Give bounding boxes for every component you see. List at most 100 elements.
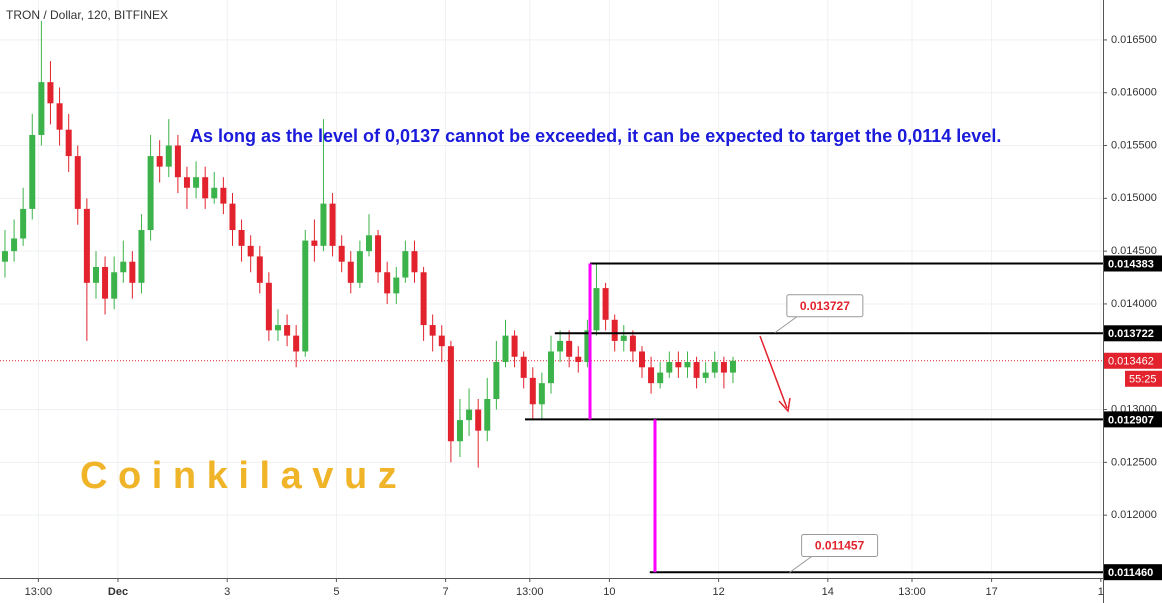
candle-body	[602, 288, 609, 320]
candle-body	[256, 256, 263, 283]
candle-body	[365, 235, 372, 252]
y-tick-label: 0.015000	[1111, 192, 1157, 204]
candle-body	[684, 362, 691, 368]
candle-body	[447, 346, 454, 442]
candle-body	[92, 266, 99, 283]
candle-body	[183, 177, 190, 188]
candle-body	[302, 240, 309, 352]
countdown-label: 55:25	[1129, 374, 1157, 386]
y-tick-label: 0.016500	[1111, 34, 1157, 46]
x-tick-label: 13:00	[898, 586, 926, 598]
candle-body	[520, 356, 527, 378]
x-tick-label: Dec	[108, 586, 128, 598]
candle-body	[648, 367, 655, 384]
candle-body	[502, 335, 509, 363]
candle-body	[347, 261, 354, 283]
candle-body	[284, 325, 291, 336]
candle-body	[420, 272, 427, 326]
candle-body	[675, 362, 682, 368]
candle-body	[729, 360, 736, 373]
candle-body	[20, 208, 27, 239]
candle-body	[666, 362, 673, 373]
candle-body	[56, 103, 63, 130]
candle-body	[165, 145, 172, 167]
x-tick-label: 12	[712, 586, 724, 598]
candle-body	[120, 261, 127, 273]
candle-body	[493, 362, 500, 399]
callout-label: 0.013727	[800, 299, 850, 313]
candle-body	[247, 245, 254, 257]
candle-body	[466, 409, 473, 421]
level-label-box	[1104, 564, 1162, 581]
level-label-box	[1104, 325, 1162, 342]
candle-body	[338, 245, 345, 262]
y-tick-label: 0.015500	[1111, 139, 1157, 151]
callout-pointer	[774, 316, 798, 334]
candle-body	[593, 288, 600, 331]
level-label: 0.011460	[1108, 567, 1153, 579]
candle-body	[111, 272, 118, 299]
x-tick-label: 1	[1098, 586, 1104, 598]
candle-body	[511, 335, 518, 357]
candle-body	[29, 134, 36, 209]
candle-body	[657, 372, 664, 384]
candle-body	[174, 145, 181, 178]
candle-body	[375, 235, 382, 273]
candle-body	[611, 319, 618, 341]
y-tick-label: 0.014000	[1111, 298, 1157, 310]
candle-body	[702, 372, 709, 378]
arrow-shaft	[759, 335, 788, 409]
candle-body	[456, 420, 463, 442]
candle-body	[147, 156, 154, 231]
candle-body	[83, 208, 90, 283]
x-tick-label: 5	[333, 586, 339, 598]
annotation: As long as the level of 0,0137 cannot be…	[190, 126, 1001, 146]
plot-area: 0.013727 0.011457	[0, 20, 1103, 574]
candle-body	[229, 203, 236, 231]
candle-body	[538, 383, 545, 405]
candle-body	[1, 251, 8, 262]
candle-body	[402, 251, 409, 278]
candle-body	[438, 335, 445, 347]
countdown-box	[1125, 370, 1162, 387]
candle-body	[293, 335, 300, 352]
y-tick-label: 0.014500	[1111, 245, 1157, 257]
level-label: 0.013722	[1108, 328, 1154, 340]
candle-body	[265, 282, 272, 331]
candle-body	[356, 251, 363, 283]
level-label: 0.012907	[1108, 414, 1154, 426]
candle-body	[47, 82, 54, 104]
grid	[0, 0, 1103, 578]
candle-body	[475, 409, 482, 431]
watermark: C o i n k i l a v u z	[80, 455, 397, 497]
y-tick-label: 0.012000	[1111, 509, 1157, 521]
candle-body	[693, 362, 700, 378]
candle-body	[575, 356, 582, 363]
candle-body	[202, 177, 209, 199]
candle-body	[211, 187, 218, 199]
candle-body	[639, 351, 646, 368]
candle-body	[384, 272, 391, 294]
current-price-label: 0.013462	[1108, 356, 1154, 368]
level-label-box	[1104, 255, 1162, 272]
current-price-box	[1104, 352, 1162, 369]
x-tick-label: 17	[985, 586, 997, 598]
candle-body	[220, 187, 227, 204]
candle-body	[193, 177, 200, 188]
candle-body	[711, 362, 718, 373]
level-label-box	[1104, 411, 1162, 428]
candle-body	[102, 266, 109, 299]
chart-title: TRON / Dollar, 120, BITFINEX	[6, 8, 168, 22]
x-tick-label: 7	[443, 586, 449, 598]
candle-body	[429, 325, 436, 336]
x-tick-label: 13:00	[516, 586, 544, 598]
candle-body	[584, 330, 591, 363]
callout-label: 0.011457	[815, 539, 865, 553]
callout-box	[786, 294, 864, 318]
forecast-arrow	[759, 335, 791, 413]
candle-body	[620, 335, 627, 341]
candle-body	[393, 277, 400, 294]
level-label: 0.014383	[1108, 258, 1154, 270]
